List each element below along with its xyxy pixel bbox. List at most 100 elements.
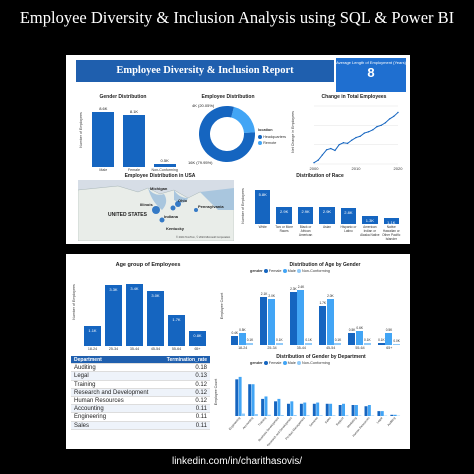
bar[interactable] <box>332 415 336 416</box>
data-point[interactable] <box>376 125 378 128</box>
bar[interactable] <box>255 190 271 224</box>
table-row[interactable]: Engineering 0.11 <box>71 413 210 422</box>
bar[interactable] <box>367 405 371 416</box>
bar[interactable] <box>318 305 327 345</box>
table-row[interactable]: Training 0.12 <box>71 381 210 389</box>
bar[interactable] <box>297 207 314 224</box>
bar[interactable] <box>238 376 242 416</box>
data-point[interactable] <box>367 131 370 133</box>
bar[interactable] <box>277 398 281 416</box>
bar[interactable] <box>104 285 123 346</box>
bar[interactable] <box>92 111 115 167</box>
bar[interactable] <box>342 403 345 416</box>
table-row[interactable]: Accounting 0.11 <box>71 405 210 414</box>
bar[interactable] <box>316 402 320 416</box>
bar[interactable] <box>319 207 335 224</box>
data-point[interactable] <box>355 136 357 139</box>
data-point[interactable] <box>363 132 366 134</box>
bar[interactable] <box>289 291 297 345</box>
bar[interactable] <box>280 415 284 416</box>
bar[interactable] <box>303 402 307 416</box>
bar[interactable] <box>383 217 399 224</box>
bar[interactable] <box>340 207 357 224</box>
table-header-termination-rate[interactable]: Termination_rate <box>166 357 207 363</box>
bar[interactable] <box>385 333 393 345</box>
data-point[interactable] <box>321 154 324 156</box>
bar[interactable] <box>286 403 290 416</box>
table-row[interactable]: Sales 0.11 <box>71 421 210 430</box>
bar[interactable] <box>363 342 371 345</box>
bar[interactable] <box>276 207 292 224</box>
bar[interactable] <box>299 403 303 416</box>
data-point[interactable] <box>317 159 319 161</box>
bar[interactable] <box>230 335 239 345</box>
bar[interactable] <box>235 379 239 416</box>
bar[interactable] <box>238 333 246 345</box>
data-point[interactable] <box>372 129 374 131</box>
bar[interactable] <box>362 216 378 224</box>
data-point[interactable] <box>388 118 391 120</box>
data-point[interactable] <box>338 143 340 146</box>
bar[interactable] <box>364 406 368 416</box>
usa-map[interactable]: Michigan Ohio Illinois UNITED STATES Ind… <box>78 180 234 241</box>
data-point[interactable] <box>325 149 328 151</box>
bar[interactable] <box>146 290 165 346</box>
data-point[interactable] <box>384 122 387 124</box>
data-point[interactable] <box>313 162 315 164</box>
data-point[interactable] <box>359 135 361 137</box>
bar[interactable] <box>122 115 146 167</box>
donut-slice[interactable] <box>231 106 255 133</box>
bar[interactable] <box>125 283 144 346</box>
table-row[interactable]: Auditing 0.18 <box>71 364 210 373</box>
bar[interactable] <box>326 298 334 345</box>
bar[interactable] <box>260 296 268 345</box>
bar[interactable] <box>325 403 329 416</box>
bar[interactable] <box>392 343 400 345</box>
bar[interactable] <box>377 342 385 345</box>
bar[interactable] <box>264 396 268 416</box>
bar[interactable] <box>338 405 342 416</box>
data-point[interactable] <box>351 139 353 141</box>
footer-linkedin[interactable]: linkedin.com/in/charithasovis/ <box>171 456 303 467</box>
bar[interactable] <box>306 415 310 416</box>
data-point[interactable] <box>342 142 345 144</box>
data-point[interactable] <box>380 124 382 127</box>
table-row[interactable]: Legal 0.13 <box>71 372 210 381</box>
bar[interactable] <box>261 398 265 416</box>
table-header-department[interactable]: Department <box>74 357 102 363</box>
bar[interactable] <box>251 384 255 416</box>
data-point[interactable] <box>330 147 332 150</box>
bar[interactable] <box>354 405 358 416</box>
bar[interactable] <box>274 401 278 416</box>
data-point[interactable] <box>397 111 399 114</box>
bar[interactable] <box>345 415 349 416</box>
bar[interactable] <box>393 414 397 416</box>
bar[interactable] <box>297 289 305 345</box>
bar[interactable] <box>334 342 342 345</box>
table-row[interactable]: Human Resources 0.12 <box>71 397 210 406</box>
bar[interactable] <box>242 413 245 416</box>
bar[interactable] <box>390 414 394 416</box>
bar[interactable] <box>267 414 271 416</box>
data-point[interactable] <box>334 149 336 152</box>
table-row[interactable]: Research and Development 0.12 <box>71 388 210 397</box>
bar[interactable] <box>254 414 258 416</box>
bar[interactable] <box>319 415 323 416</box>
bar[interactable] <box>290 401 294 416</box>
bar[interactable] <box>304 342 312 345</box>
bar[interactable] <box>355 331 364 345</box>
data-point[interactable] <box>393 115 395 118</box>
bar[interactable] <box>380 411 384 416</box>
bar[interactable] <box>377 411 381 416</box>
donut-slice[interactable] <box>199 106 255 162</box>
bar[interactable] <box>188 331 207 346</box>
bar[interactable] <box>312 403 316 416</box>
bar[interactable] <box>246 342 254 345</box>
data-point[interactable] <box>346 142 349 145</box>
bar[interactable] <box>275 342 283 345</box>
bar[interactable] <box>167 314 186 346</box>
bar[interactable] <box>83 325 102 346</box>
bar[interactable] <box>153 163 176 167</box>
bar[interactable] <box>351 405 355 416</box>
bar[interactable] <box>329 403 333 416</box>
